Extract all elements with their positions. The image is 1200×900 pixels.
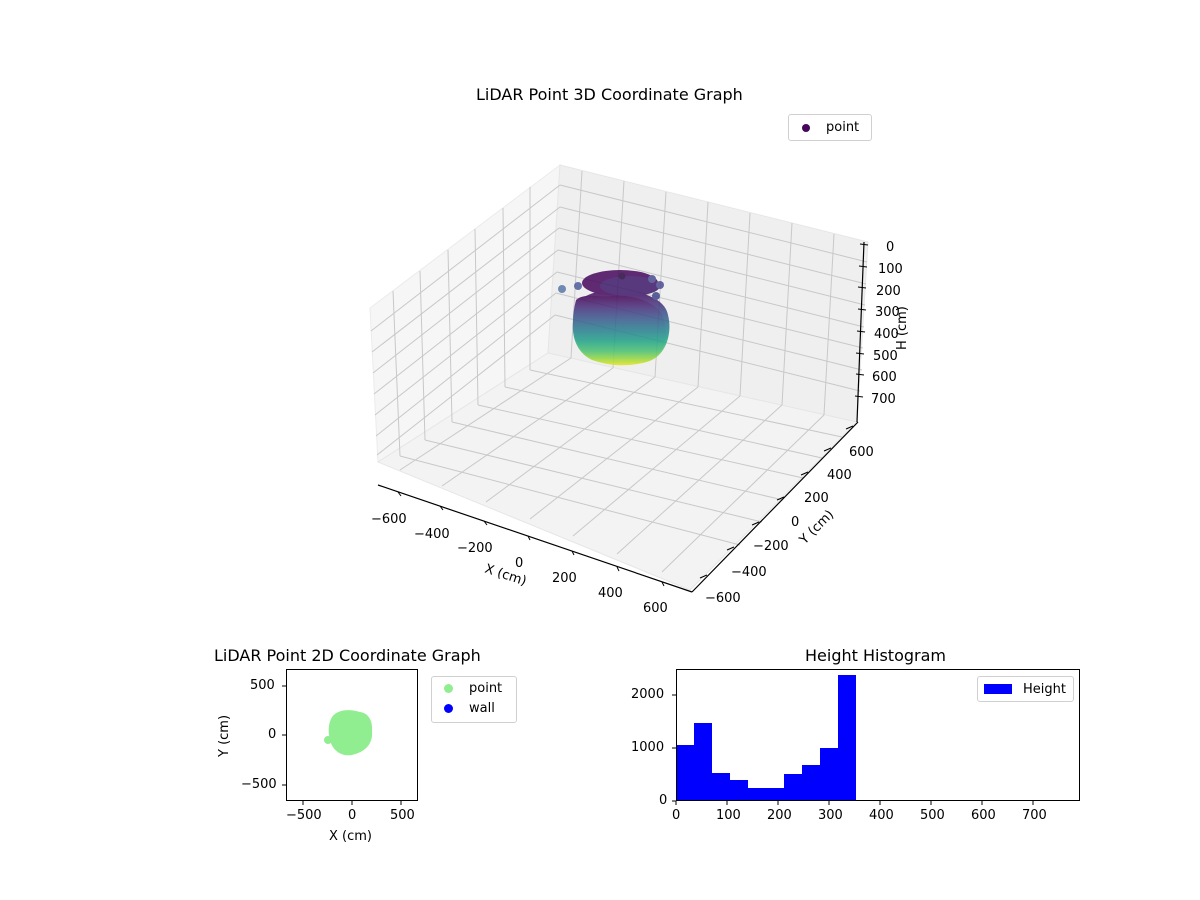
- x-tick-label: 700: [1022, 808, 1047, 823]
- x-tick-label: 0: [348, 808, 357, 823]
- x-tick-label: 200: [552, 571, 577, 586]
- z-tick-label: 400: [874, 327, 899, 342]
- x-tick-label: −500: [286, 808, 322, 823]
- x-ticks: [397, 491, 665, 587]
- y-tick-label: −600: [705, 591, 741, 606]
- legend-histogram: Height: [977, 676, 1074, 702]
- scatter2d-title: LiDAR Point 2D Coordinate Graph: [214, 646, 481, 665]
- x-axis-label: X (cm): [329, 829, 372, 844]
- x-tick-label: −600: [371, 512, 407, 527]
- y-tick-label: −400: [731, 565, 767, 580]
- y-tick-label: 0: [268, 727, 277, 742]
- z-tick-label: 100: [878, 262, 903, 277]
- z-ticks: [854, 243, 869, 398]
- y-tick-label: 1000: [631, 740, 665, 755]
- z-tick-label: 600: [872, 370, 897, 385]
- x-tick-label: 0: [515, 556, 524, 571]
- histogram-bars: [676, 675, 856, 801]
- y-tick-label: 2000: [631, 687, 665, 702]
- x-tick-label: 600: [643, 601, 668, 616]
- x-tick-label: −400: [414, 527, 450, 542]
- y-tick-label: 500: [250, 678, 275, 693]
- y-tick-label: 0: [791, 515, 800, 530]
- z-tick-label: 500: [873, 349, 898, 364]
- x-axis-line: [377, 484, 693, 593]
- hist-title: Height Histogram: [805, 646, 946, 665]
- height-swatch-icon: [984, 684, 1012, 694]
- grid-lines: [370, 170, 868, 573]
- x-tick-label: 400: [598, 586, 623, 601]
- main-title: LiDAR Point 3D Coordinate Graph: [476, 85, 743, 104]
- point-blob-2d: [324, 710, 373, 756]
- x-tick-label: 500: [920, 808, 945, 823]
- point-marker-icon: [802, 123, 810, 132]
- z-tick-label: 200: [876, 284, 901, 299]
- z-tick-label: 0: [886, 240, 895, 255]
- z-tick-label: 300: [875, 305, 900, 320]
- x-tick-label: 300: [818, 808, 843, 823]
- point-cloud-3d: [558, 270, 670, 366]
- legend-label: point: [826, 120, 860, 135]
- legend-3d: point: [788, 114, 872, 141]
- legend-label: point: [469, 680, 503, 696]
- y-tick-label: 600: [849, 445, 874, 460]
- plot-3d: [369, 163, 869, 593]
- y-ticks: [699, 425, 854, 579]
- y-tick-label: 200: [804, 491, 829, 506]
- y-axis-line: [691, 421, 859, 593]
- y-tick-label: 0: [659, 793, 668, 808]
- z-tick-label: 700: [871, 392, 896, 407]
- y-tick-label: 400: [827, 468, 852, 483]
- x-tick-label: 400: [869, 808, 894, 823]
- x-tick-label: 100: [716, 808, 741, 823]
- x-tick-label: 600: [971, 808, 996, 823]
- legend-label: wall: [469, 700, 495, 716]
- legend-label: Height: [1023, 681, 1066, 697]
- x-tick-label: 0: [672, 808, 681, 823]
- point-marker-icon: [444, 683, 453, 693]
- y-tick-label: −200: [753, 539, 789, 554]
- z-axis-label: H (cm): [895, 306, 910, 350]
- x-tick-label: 200: [767, 808, 792, 823]
- x-tick-label: 500: [390, 808, 415, 823]
- legend-2d: point wall: [431, 676, 517, 723]
- y-axis-label: Y (cm): [217, 714, 232, 757]
- y-tick-label: −500: [241, 777, 277, 792]
- z-axis-line: [856, 241, 865, 423]
- wall-marker-icon: [444, 703, 453, 713]
- x-tick-label: −200: [457, 541, 493, 556]
